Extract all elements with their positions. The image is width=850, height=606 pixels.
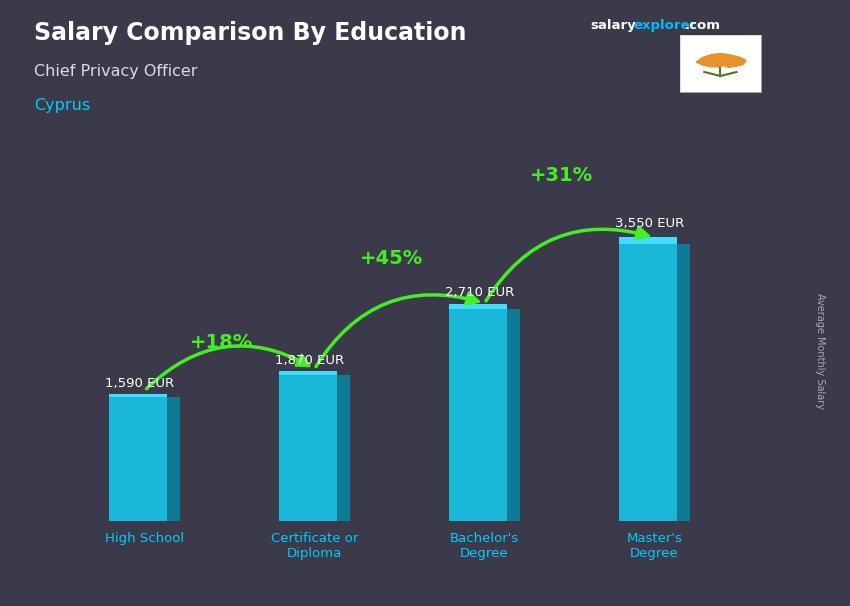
Bar	[109, 394, 167, 397]
Bar	[449, 310, 507, 521]
Text: Chief Privacy Officer: Chief Privacy Officer	[34, 64, 197, 79]
Text: +45%: +45%	[360, 249, 422, 268]
Bar	[677, 244, 690, 521]
Text: 3,550 EUR: 3,550 EUR	[615, 218, 684, 230]
Bar	[337, 375, 350, 521]
Text: explorer: explorer	[633, 19, 696, 32]
Bar	[619, 244, 677, 521]
Text: +31%: +31%	[530, 165, 592, 185]
Text: 2,710 EUR: 2,710 EUR	[445, 285, 514, 299]
Bar	[449, 304, 507, 310]
Bar	[279, 375, 337, 521]
Bar	[109, 397, 167, 521]
Polygon shape	[696, 53, 746, 67]
Bar	[167, 397, 180, 521]
Text: Salary Comparison By Education: Salary Comparison By Education	[34, 21, 467, 45]
Text: salary: salary	[591, 19, 637, 32]
Text: Cyprus: Cyprus	[34, 98, 90, 113]
Bar	[619, 237, 677, 244]
Text: +18%: +18%	[190, 333, 252, 352]
Bar	[507, 310, 520, 521]
Text: Average Monthly Salary: Average Monthly Salary	[815, 293, 825, 410]
Text: .com: .com	[685, 19, 721, 32]
Text: 1,590 EUR: 1,590 EUR	[105, 377, 174, 390]
Bar	[279, 371, 337, 375]
Text: 1,870 EUR: 1,870 EUR	[275, 354, 344, 367]
